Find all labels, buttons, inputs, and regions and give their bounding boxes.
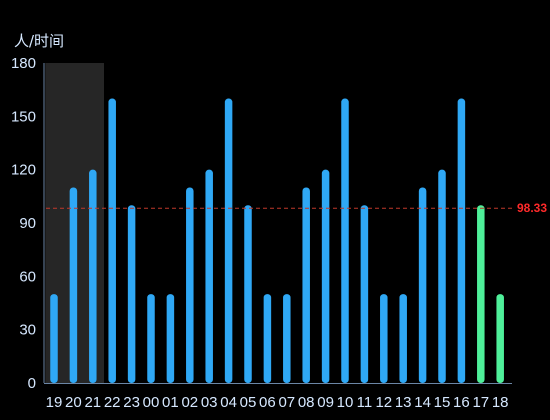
bar [283,294,291,383]
x-tick-label: 07 [278,394,295,411]
y-tick-label: 150 [11,108,36,125]
bar [224,98,233,384]
bars [50,98,504,384]
bar [69,187,78,383]
x-tick-label: 12 [375,394,392,411]
bar [127,205,136,383]
bar [418,187,427,383]
x-tick-label: 02 [181,394,198,411]
x-tick-label: 06 [259,394,276,411]
bar [438,169,446,383]
x-tick-label: 16 [453,394,470,411]
bar [341,98,349,384]
bar [263,294,272,383]
x-tick-label: 04 [220,394,237,411]
y-tick-label: 90 [19,215,36,232]
x-tick-label: 14 [414,394,431,411]
x-tick-label: 22 [104,394,121,411]
bar [244,205,252,383]
bar [457,98,466,384]
bar [108,98,116,384]
y-tick-label: 180 [11,55,36,72]
x-tick-label: 03 [201,394,218,411]
y-tick-label: 120 [11,162,36,179]
x-tick-label: 09 [317,394,334,411]
x-axis-ticks: 19 20 21 22 23 00 01 02 03 04 05 06 07 08 09 10 11 12 13 14… [46,394,509,411]
x-tick-label: 13 [395,394,412,411]
x-tick-label: 20 [65,394,82,411]
bar [89,169,97,383]
y-tick-label: 0 [28,375,36,392]
mean-line-label: 98.33 [517,201,547,215]
bar [321,169,330,383]
bar [477,205,485,383]
bar [399,294,407,383]
x-tick-label: 23 [123,394,140,411]
y-tick-label: 30 [19,322,36,339]
y-axis-ticks: 0 30 60 90 120 150 180 [11,55,36,392]
x-tick-label: 10 [337,394,354,411]
x-tick-label: 05 [240,394,257,411]
bar [360,205,369,383]
bar [147,294,155,383]
x-tick-label: 15 [434,394,451,411]
y-tick-label: 60 [19,268,36,285]
bar [496,294,504,383]
bar [50,294,58,383]
bar [166,294,175,383]
x-tick-label: 21 [84,394,101,411]
x-tick-label: 01 [162,394,179,411]
bar [302,187,310,383]
x-tick-label: 00 [143,394,160,411]
bar [380,294,388,383]
x-tick-label: 19 [46,394,63,411]
x-tick-label: 17 [472,394,489,411]
x-tick-label: 18 [492,394,509,411]
x-tick-label: 08 [298,394,315,411]
bar [205,169,213,383]
y-axis-label: 人/时间 [14,32,64,50]
bar [186,187,194,383]
x-tick-label: 11 [357,394,373,411]
